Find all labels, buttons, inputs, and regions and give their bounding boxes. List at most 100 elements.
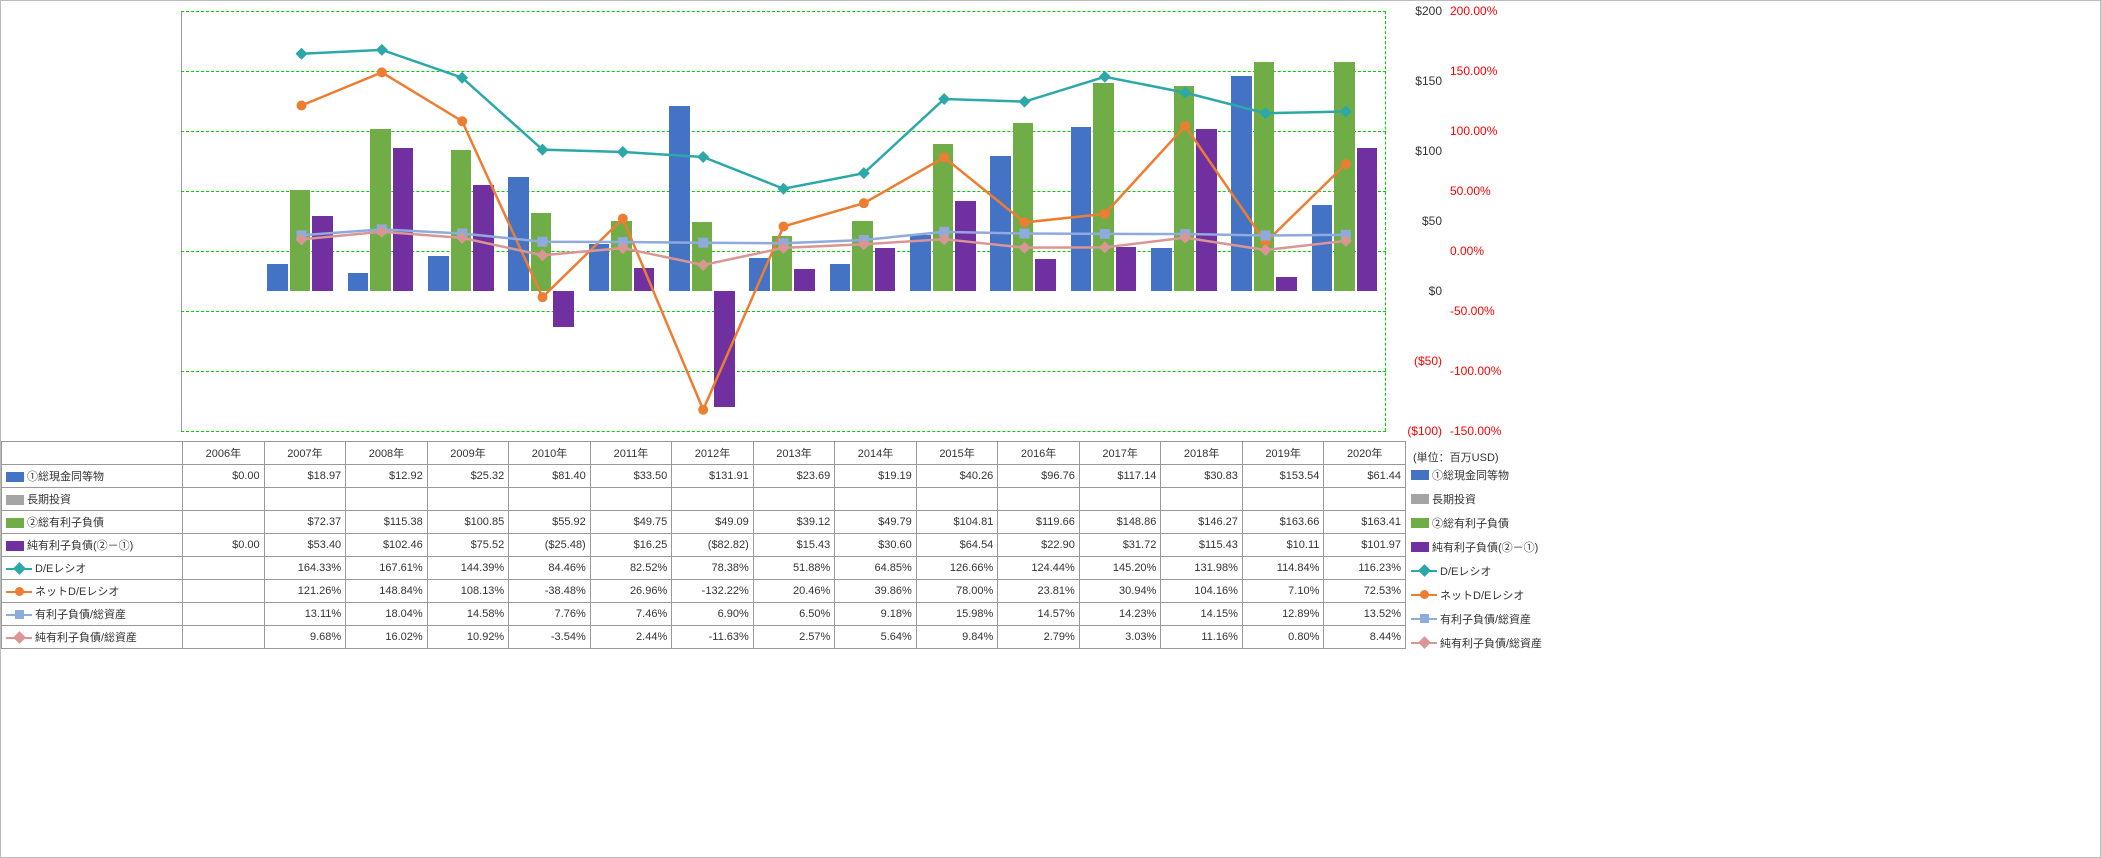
line-marker bbox=[859, 198, 869, 208]
table-cell bbox=[264, 488, 346, 511]
series-label: ネットD/Eレシオ bbox=[2, 580, 183, 603]
table-cell: 2.44% bbox=[590, 626, 672, 649]
legend-label: D/Eレシオ bbox=[1440, 563, 1491, 579]
legend-item: 長期投資 bbox=[1411, 487, 1551, 511]
table-cell: $12.92 bbox=[346, 465, 428, 488]
table-cell: 18.04% bbox=[346, 603, 428, 626]
legend-label: 純有利子負債/総資産 bbox=[1440, 635, 1542, 651]
table-cell: ($25.48) bbox=[509, 534, 591, 557]
table-cell bbox=[183, 626, 265, 649]
legend-label: 純有利子負債(②－①) bbox=[1432, 539, 1538, 555]
year-header: 2006年 bbox=[183, 442, 265, 465]
legend-item: D/Eレシオ bbox=[1411, 559, 1551, 583]
table-cell: $0.00 bbox=[183, 465, 265, 488]
line-marker bbox=[1019, 96, 1031, 108]
table-row: ①総現金同等物$0.00$18.97$12.92$25.32$81.40$33.… bbox=[2, 465, 1406, 488]
table-cell: 13.11% bbox=[264, 603, 346, 626]
year-header: 2008年 bbox=[346, 442, 428, 465]
table-cell: 104.16% bbox=[1161, 580, 1243, 603]
year-header: 2017年 bbox=[1079, 442, 1161, 465]
year-header: 2009年 bbox=[427, 442, 509, 465]
table-cell: $64.54 bbox=[916, 534, 998, 557]
table-cell bbox=[916, 488, 998, 511]
line-marker bbox=[538, 237, 548, 247]
table-cell: $75.52 bbox=[427, 534, 509, 557]
line-marker bbox=[778, 183, 790, 195]
table-cell: $25.32 bbox=[427, 465, 509, 488]
table-cell: 51.88% bbox=[753, 557, 835, 580]
table-cell bbox=[672, 488, 754, 511]
table-cell bbox=[835, 488, 917, 511]
y-right-tick-label: 200.00% bbox=[1450, 4, 1497, 18]
table-cell: $31.72 bbox=[1079, 534, 1161, 557]
line-marker bbox=[1260, 107, 1272, 119]
table-cell: 2.57% bbox=[753, 626, 835, 649]
table-cell: $163.66 bbox=[1242, 511, 1324, 534]
line-marker bbox=[376, 44, 388, 56]
table-corner bbox=[2, 442, 183, 465]
y-right-tick-label: 150.00% bbox=[1450, 64, 1497, 78]
year-header: 2007年 bbox=[264, 442, 346, 465]
table-cell: 39.86% bbox=[835, 580, 917, 603]
line-marker bbox=[1099, 71, 1111, 83]
legend-item: ネットD/Eレシオ bbox=[1411, 583, 1551, 607]
table-cell bbox=[998, 488, 1080, 511]
table-cell: 124.44% bbox=[998, 557, 1080, 580]
table-cell: $131.91 bbox=[672, 465, 754, 488]
y-right-tick-label: 50.00% bbox=[1450, 184, 1491, 198]
table-cell: -132.22% bbox=[672, 580, 754, 603]
line-marker bbox=[296, 48, 308, 60]
table-cell: $49.79 bbox=[835, 511, 917, 534]
y-left-tick-label: $50 bbox=[1422, 214, 1442, 228]
data-table: 2006年2007年2008年2009年2010年2011年2012年2013年… bbox=[1, 441, 1406, 649]
table-cell: -38.48% bbox=[509, 580, 591, 603]
table-cell: 14.58% bbox=[427, 603, 509, 626]
line-marker bbox=[1261, 231, 1271, 241]
line-marker bbox=[1100, 229, 1110, 239]
year-header: 2014年 bbox=[835, 442, 917, 465]
year-header: 2015年 bbox=[916, 442, 998, 465]
table-cell: 148.84% bbox=[346, 580, 428, 603]
line-marker bbox=[1020, 229, 1030, 239]
line-marker bbox=[618, 214, 628, 224]
table-cell bbox=[753, 488, 835, 511]
y-right-tick-label: 100.00% bbox=[1450, 124, 1497, 138]
table-cell: $163.41 bbox=[1324, 511, 1406, 534]
table-cell: 114.84% bbox=[1242, 557, 1324, 580]
table-cell bbox=[1242, 488, 1324, 511]
series-label: ①総現金同等物 bbox=[2, 465, 183, 488]
table-cell: 2.79% bbox=[998, 626, 1080, 649]
line-marker bbox=[537, 249, 549, 261]
line-marker bbox=[1019, 242, 1031, 254]
legend-label: ネットD/Eレシオ bbox=[1440, 587, 1524, 603]
series-label: 有利子負債/総資産 bbox=[2, 603, 183, 626]
table-cell: 14.23% bbox=[1079, 603, 1161, 626]
table-cell: 14.57% bbox=[998, 603, 1080, 626]
table-cell: $15.43 bbox=[753, 534, 835, 557]
line-marker bbox=[1341, 159, 1351, 169]
table-cell: 11.16% bbox=[1161, 626, 1243, 649]
y-left-tick-label: ($50) bbox=[1414, 354, 1442, 368]
table-cell: 20.46% bbox=[753, 580, 835, 603]
line-marker bbox=[698, 405, 708, 415]
table-cell: $40.26 bbox=[916, 465, 998, 488]
legend-label: 長期投資 bbox=[1432, 491, 1476, 507]
table-cell: 6.50% bbox=[753, 603, 835, 626]
table-cell: 7.46% bbox=[590, 603, 672, 626]
legend-item: ①総現金同等物 bbox=[1411, 463, 1551, 487]
table-cell: 144.39% bbox=[427, 557, 509, 580]
table-cell: $81.40 bbox=[509, 465, 591, 488]
table-row: 有利子負債/総資産13.11%18.04%14.58%7.76%7.46%6.9… bbox=[2, 603, 1406, 626]
y-axis-right: -150.00%-100.00%-50.00%0.00%50.00%100.00… bbox=[1446, 1, 1516, 441]
table-cell: $16.25 bbox=[590, 534, 672, 557]
line-marker bbox=[697, 151, 709, 163]
legend-item: ②総有利子負債 bbox=[1411, 511, 1551, 535]
chart-container: ($100)($50)$0$50$100$150$200 -150.00%-10… bbox=[0, 0, 2101, 858]
year-header: 2010年 bbox=[509, 442, 591, 465]
table-cell: $22.90 bbox=[998, 534, 1080, 557]
line-marker bbox=[1099, 241, 1111, 253]
series-label: 純有利子負債(②－①) bbox=[2, 534, 183, 557]
year-header: 2018年 bbox=[1161, 442, 1243, 465]
table-cell: 8.44% bbox=[1324, 626, 1406, 649]
year-header: 2019年 bbox=[1242, 442, 1324, 465]
